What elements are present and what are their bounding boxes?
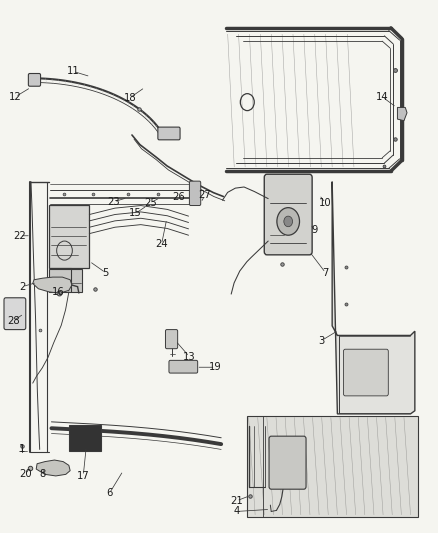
Text: 1: 1 xyxy=(19,445,25,455)
Text: 6: 6 xyxy=(106,488,113,498)
Text: 4: 4 xyxy=(233,506,240,516)
FancyBboxPatch shape xyxy=(264,174,312,255)
Text: 23: 23 xyxy=(107,197,120,207)
Polygon shape xyxy=(33,277,72,293)
Text: 10: 10 xyxy=(319,198,332,208)
Text: 22: 22 xyxy=(13,231,26,241)
FancyBboxPatch shape xyxy=(269,436,306,489)
Text: 11: 11 xyxy=(67,67,80,76)
FancyBboxPatch shape xyxy=(158,127,180,140)
Text: 17: 17 xyxy=(77,471,90,481)
Polygon shape xyxy=(247,416,418,517)
Polygon shape xyxy=(36,460,70,476)
FancyBboxPatch shape xyxy=(169,360,198,373)
Text: 2: 2 xyxy=(19,281,25,292)
FancyBboxPatch shape xyxy=(69,424,102,451)
Text: 8: 8 xyxy=(39,470,46,479)
Polygon shape xyxy=(397,108,407,120)
Text: 3: 3 xyxy=(318,336,325,346)
Text: 20: 20 xyxy=(19,470,32,479)
FancyBboxPatch shape xyxy=(343,349,389,396)
Text: 26: 26 xyxy=(173,191,185,201)
Text: 14: 14 xyxy=(376,92,389,102)
Circle shape xyxy=(277,208,300,235)
Text: 19: 19 xyxy=(209,362,222,372)
FancyBboxPatch shape xyxy=(49,269,82,292)
FancyBboxPatch shape xyxy=(4,298,26,329)
Text: 5: 5 xyxy=(102,268,109,278)
Text: 21: 21 xyxy=(230,496,243,506)
FancyBboxPatch shape xyxy=(189,181,201,206)
Text: 25: 25 xyxy=(144,198,157,208)
Text: 18: 18 xyxy=(124,93,136,103)
FancyBboxPatch shape xyxy=(49,205,89,268)
Text: 7: 7 xyxy=(322,268,329,278)
Text: 15: 15 xyxy=(129,208,142,219)
Text: 13: 13 xyxy=(183,352,196,361)
Text: 24: 24 xyxy=(155,239,168,249)
Circle shape xyxy=(284,216,293,227)
Text: 27: 27 xyxy=(199,190,212,200)
Text: 28: 28 xyxy=(7,316,20,326)
FancyBboxPatch shape xyxy=(166,329,178,349)
Text: 12: 12 xyxy=(9,92,22,102)
Text: 9: 9 xyxy=(311,225,318,236)
FancyBboxPatch shape xyxy=(28,74,41,86)
Polygon shape xyxy=(332,182,415,414)
Text: 16: 16 xyxy=(52,287,64,297)
